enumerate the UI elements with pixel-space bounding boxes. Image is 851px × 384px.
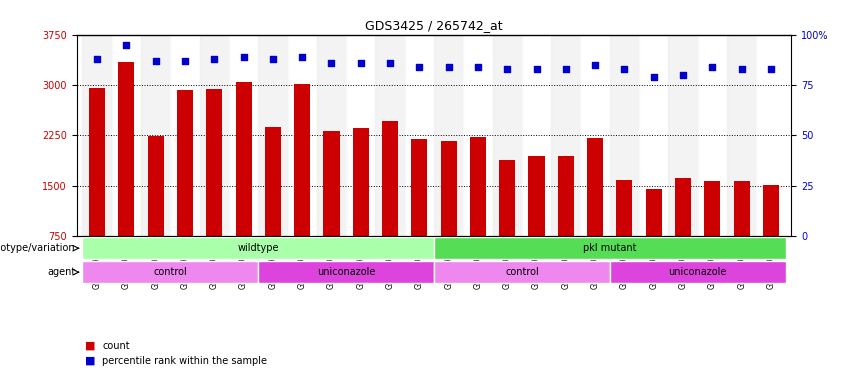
- Bar: [441, 141, 457, 236]
- Text: control: control: [153, 267, 187, 277]
- Point: [529, 66, 543, 72]
- Point: [588, 62, 602, 68]
- Bar: [470, 137, 486, 236]
- Bar: [762, 185, 779, 236]
- Point: [500, 66, 514, 72]
- Bar: [411, 139, 427, 236]
- Bar: [734, 181, 750, 236]
- Bar: [528, 156, 545, 236]
- Bar: [610, 35, 639, 236]
- Bar: [141, 35, 170, 236]
- Bar: [580, 35, 610, 236]
- Bar: [463, 35, 493, 236]
- Bar: [177, 90, 193, 236]
- Bar: [265, 127, 281, 236]
- Point: [734, 66, 748, 72]
- Point: [413, 64, 426, 70]
- Bar: [675, 179, 691, 236]
- Point: [442, 64, 455, 70]
- Bar: [229, 35, 258, 236]
- Bar: [551, 35, 580, 236]
- Bar: [236, 82, 252, 236]
- Bar: [200, 35, 229, 236]
- Text: uniconazole: uniconazole: [669, 267, 727, 277]
- Text: percentile rank within the sample: percentile rank within the sample: [102, 356, 267, 366]
- Bar: [288, 35, 317, 236]
- Bar: [294, 84, 311, 236]
- Point: [325, 60, 339, 66]
- Text: pkl mutant: pkl mutant: [583, 243, 637, 253]
- Bar: [646, 189, 662, 236]
- Bar: [639, 35, 668, 236]
- Bar: [434, 35, 463, 236]
- Text: count: count: [102, 341, 129, 351]
- Bar: [352, 128, 368, 236]
- Bar: [382, 121, 398, 236]
- Text: agent: agent: [47, 267, 75, 277]
- Bar: [668, 35, 698, 236]
- Bar: [500, 160, 516, 236]
- Bar: [170, 35, 200, 236]
- Text: wildtype: wildtype: [237, 243, 279, 253]
- FancyBboxPatch shape: [258, 262, 434, 283]
- Point: [647, 74, 660, 80]
- Point: [764, 66, 778, 72]
- Point: [120, 41, 134, 48]
- Bar: [522, 35, 551, 236]
- Text: uniconazole: uniconazole: [317, 267, 375, 277]
- Title: GDS3425 / 265742_at: GDS3425 / 265742_at: [365, 19, 503, 32]
- Text: genotype/variation: genotype/variation: [0, 243, 75, 253]
- Bar: [587, 138, 603, 236]
- Text: ■: ■: [85, 341, 95, 351]
- Point: [237, 54, 250, 60]
- Point: [266, 56, 280, 62]
- Bar: [147, 136, 163, 236]
- Bar: [206, 89, 222, 236]
- Bar: [698, 35, 727, 236]
- Bar: [83, 35, 111, 236]
- Point: [677, 72, 690, 78]
- Bar: [111, 35, 141, 236]
- Bar: [405, 35, 434, 236]
- FancyBboxPatch shape: [610, 262, 785, 283]
- Bar: [118, 62, 134, 236]
- Bar: [705, 181, 721, 236]
- Bar: [375, 35, 405, 236]
- Point: [178, 58, 191, 64]
- Bar: [317, 35, 346, 236]
- Point: [559, 66, 573, 72]
- Point: [90, 56, 104, 62]
- FancyBboxPatch shape: [434, 237, 785, 259]
- Bar: [89, 88, 106, 236]
- Point: [705, 64, 719, 70]
- FancyBboxPatch shape: [434, 262, 610, 283]
- Bar: [557, 156, 574, 236]
- Text: ■: ■: [85, 356, 95, 366]
- Bar: [258, 35, 288, 236]
- Bar: [323, 131, 340, 236]
- Bar: [727, 35, 757, 236]
- Point: [471, 64, 485, 70]
- Point: [383, 60, 397, 66]
- Bar: [757, 35, 785, 236]
- FancyBboxPatch shape: [83, 262, 258, 283]
- Bar: [493, 35, 522, 236]
- Point: [618, 66, 631, 72]
- Text: control: control: [505, 267, 539, 277]
- Point: [295, 54, 309, 60]
- Bar: [616, 180, 632, 236]
- Point: [354, 60, 368, 66]
- Bar: [346, 35, 375, 236]
- Point: [208, 56, 221, 62]
- FancyBboxPatch shape: [83, 237, 434, 259]
- Point: [149, 58, 163, 64]
